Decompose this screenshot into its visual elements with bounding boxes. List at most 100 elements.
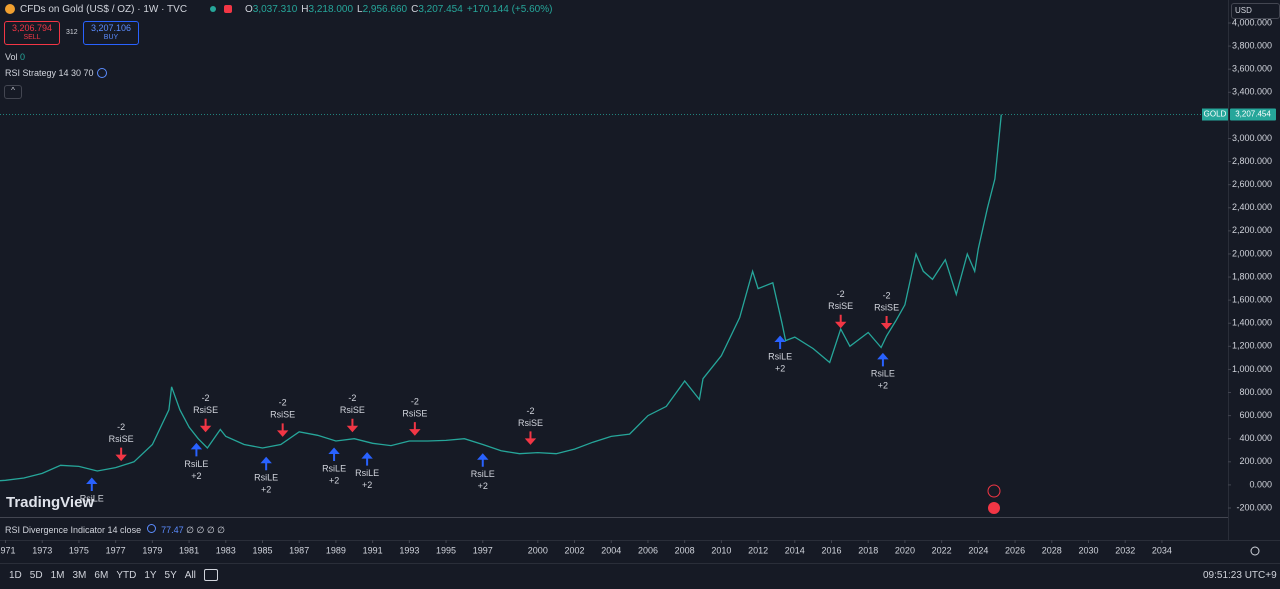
- signal-label: -2: [202, 393, 210, 403]
- signal-label: RsiSE: [828, 301, 853, 311]
- sell-arrow: [880, 315, 893, 330]
- price-line: [0, 114, 1002, 482]
- signal-label: +2: [362, 480, 372, 490]
- x-tick-label: 1971: [0, 545, 16, 555]
- range-button[interactable]: 1Y: [144, 570, 157, 581]
- settings-icon[interactable]: [1250, 546, 1260, 556]
- indicator-icon: [146, 524, 156, 533]
- signal-label: -2: [837, 289, 845, 299]
- signal-label: RsiSE: [340, 405, 365, 415]
- volume: Vol 0: [5, 52, 25, 62]
- signal-label: RsiLE: [471, 469, 495, 479]
- x-tick-label: 2026: [1005, 545, 1025, 555]
- signal-label: -2: [117, 422, 125, 432]
- buy-price: 3,207.106: [90, 23, 132, 33]
- x-tick-label: 2030: [1078, 545, 1098, 555]
- range-button[interactable]: 6M: [94, 570, 109, 581]
- price-change: +170.144 (+5.60%): [466, 4, 553, 15]
- x-tick-label: 1997: [473, 545, 493, 555]
- x-tick-label: 2020: [895, 545, 915, 555]
- x-tick-label: 2028: [1042, 545, 1062, 555]
- range-button[interactable]: 1M: [50, 570, 65, 581]
- signal-label: RsiSE: [270, 410, 295, 420]
- signal-label: RsiSE: [402, 409, 427, 419]
- x-tick-label: 1983: [216, 545, 236, 555]
- range-button[interactable]: All: [184, 570, 196, 581]
- y-tick-label: 1,400.000: [1232, 318, 1272, 328]
- range-button[interactable]: 5D: [29, 570, 43, 581]
- spread: 312: [66, 29, 78, 36]
- ohlc-key: L: [357, 4, 363, 15]
- sell-signal: -2 RsiSE: [402, 397, 427, 436]
- x-tick-label: 1995: [436, 545, 456, 555]
- signal-label: RsiLE: [871, 369, 895, 379]
- range-button[interactable]: 1D: [9, 570, 22, 581]
- status-dot: [224, 5, 232, 13]
- signal-label: +2: [329, 475, 339, 485]
- event-icon: [987, 484, 1001, 498]
- sell-arrow: [199, 418, 212, 433]
- signal-label: +2: [478, 481, 488, 491]
- buy-button[interactable]: 3,207.106 BUY: [83, 21, 139, 45]
- x-tick-label: 1993: [399, 545, 419, 555]
- x-tick-label: 1981: [179, 545, 199, 555]
- ohlc-key: H: [301, 4, 309, 15]
- x-tick-label: 2032: [1115, 545, 1135, 555]
- x-tick-label: 2014: [785, 545, 805, 555]
- strategy-label: RSI Strategy 14 30 70: [5, 68, 94, 78]
- range-button[interactable]: YTD: [116, 570, 137, 581]
- y-tick-label: 1,000.000: [1232, 364, 1272, 374]
- symbol-title: CFDs on Gold (US$ / OZ) · 1W · TVC: [20, 4, 188, 15]
- sell-arrow: [834, 314, 847, 329]
- buy-signal: RsiLE +2: [768, 335, 792, 373]
- strategy-icon[interactable]: [97, 68, 107, 78]
- sell-signal: -2 RsiSE: [874, 290, 899, 330]
- x-tick-label: 2018: [858, 545, 878, 555]
- x-tick-label: 1977: [106, 545, 126, 555]
- event-icon: [988, 502, 1000, 514]
- signal-label: +2: [191, 471, 201, 481]
- signal-label: -2: [348, 393, 356, 403]
- range-bar: 1D 5D 1M 3M 6M YTD 1Y 5Y All: [9, 570, 204, 581]
- ohlc-values: O3,037.310 H3,218.000 L2,956.660 C3,207.454…: [245, 4, 556, 15]
- signal-label: RsiSE: [193, 405, 218, 415]
- x-tick-label: 1991: [363, 545, 383, 555]
- range-button[interactable]: 5Y: [164, 570, 177, 581]
- buy-arrow: [774, 335, 786, 350]
- x-tick-label: 2000: [528, 545, 548, 555]
- signal-label: RsiLE: [322, 463, 346, 473]
- x-tick-label: 2004: [601, 545, 621, 555]
- sell-arrow: [524, 431, 537, 445]
- x-tick-label: 2002: [565, 545, 585, 555]
- ohlc-value: 3,218.000: [308, 4, 354, 15]
- x-tick-label: 2024: [968, 545, 988, 555]
- y-tick-label: 3,400.000: [1232, 87, 1272, 97]
- y-tick-label: 1,200.000: [1232, 341, 1272, 351]
- sell-button[interactable]: 3,206.794 SELL: [4, 21, 60, 45]
- buy-signal: RsiLE +2: [322, 447, 346, 485]
- signal-label: RsiSE: [518, 418, 543, 428]
- y-tick-label: 400.000: [1239, 433, 1272, 443]
- buy-arrow: [477, 453, 489, 467]
- date-range-button[interactable]: [204, 569, 218, 581]
- y-tick-label: 2,400.000: [1232, 202, 1272, 212]
- sell-signal: -2 RsiSE: [828, 289, 853, 329]
- y-tick-label: 0.000: [1249, 479, 1272, 489]
- signal-label: RsiLE: [355, 468, 379, 478]
- y-tick-label: 2,600.000: [1232, 179, 1272, 189]
- buy-arrow: [877, 352, 889, 367]
- collapse-button[interactable]: ^: [4, 85, 22, 99]
- signal-label: RsiLE: [184, 459, 208, 469]
- x-tick-label: 1973: [32, 545, 52, 555]
- currency-selector[interactable]: USD: [1231, 3, 1280, 19]
- range-button[interactable]: 3M: [72, 570, 87, 581]
- sell-arrow: [276, 423, 289, 437]
- x-tick-label: 2008: [675, 545, 695, 555]
- clock: 09:51:23 UTC+9: [1203, 570, 1277, 581]
- logo: TradingView: [6, 494, 95, 511]
- status-dot: [210, 6, 216, 12]
- signal-label: RsiSE: [109, 434, 134, 444]
